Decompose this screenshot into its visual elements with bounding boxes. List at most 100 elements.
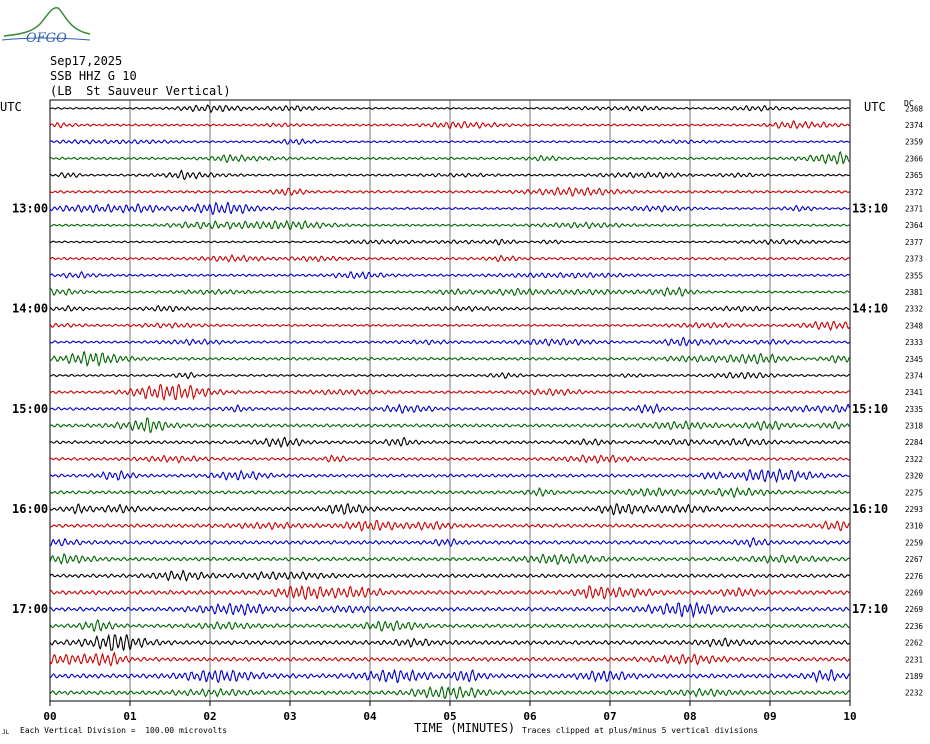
right-time-label: 13:10 xyxy=(852,202,888,216)
dc-value: 2269 xyxy=(905,588,923,597)
trace-row-23 xyxy=(49,486,850,498)
right-time-label: 14:10 xyxy=(852,302,888,316)
dc-value: 2276 xyxy=(905,572,924,581)
trace-row-24 xyxy=(49,503,850,516)
dc-value: 2341 xyxy=(905,388,923,397)
dc-value: 2335 xyxy=(905,405,923,414)
dc-value: 2322 xyxy=(905,455,923,464)
trace-row-33 xyxy=(49,651,850,667)
trace-row-4 xyxy=(49,169,850,181)
x-tick-label: 06 xyxy=(523,710,537,723)
dc-value: 2374 xyxy=(905,121,924,130)
left-time-label: 13:00 xyxy=(12,202,48,216)
dc-value: 2284 xyxy=(905,438,924,447)
dc-value: 2269 xyxy=(905,605,923,614)
x-tick-label: 10 xyxy=(843,710,856,723)
utc-right-label: UTC xyxy=(864,100,886,114)
trace-row-35 xyxy=(49,685,850,700)
trace-row-10 xyxy=(49,270,850,280)
dc-value: 2236 xyxy=(905,622,924,631)
dc-value: 2189 xyxy=(905,672,923,681)
x-tick-label: 01 xyxy=(123,710,137,723)
trace-row-8 xyxy=(49,238,850,246)
trace-row-16 xyxy=(49,371,850,380)
dc-value: 2365 xyxy=(905,171,923,180)
utc-left-label: UTC xyxy=(0,100,22,114)
trace-row-13 xyxy=(49,320,850,332)
x-tick-label: 09 xyxy=(763,710,776,723)
trace-row-12 xyxy=(49,304,850,313)
dc-header-label: DC xyxy=(904,99,914,108)
trace-row-7 xyxy=(49,219,850,231)
trace-row-3 xyxy=(49,150,850,165)
trace-row-21 xyxy=(49,454,850,464)
trace-row-2 xyxy=(49,138,850,146)
scale-note: Each Vertical Division = 100.00 microvol… xyxy=(20,726,228,735)
dc-value: 2310 xyxy=(905,522,924,531)
trace-row-32 xyxy=(49,633,850,652)
dc-value: 2348 xyxy=(905,321,924,330)
dc-value: 2275 xyxy=(905,488,923,497)
trace-row-17 xyxy=(49,383,850,402)
trace-row-19 xyxy=(49,417,850,434)
dc-value: 2381 xyxy=(905,288,923,297)
dc-value: 2267 xyxy=(905,555,923,564)
right-time-label: 17:10 xyxy=(852,602,888,616)
trace-row-30 xyxy=(49,601,850,619)
trace-row-1 xyxy=(49,119,850,130)
dc-value: 2359 xyxy=(905,138,923,147)
trace-row-28 xyxy=(49,569,850,582)
left-time-label: 14:00 xyxy=(12,302,48,316)
trace-row-26 xyxy=(49,536,850,549)
x-axis-title: TIME (MINUTES) xyxy=(414,721,516,735)
dc-value: 2262 xyxy=(905,639,923,648)
trace-row-18 xyxy=(49,403,850,414)
dc-value: 2232 xyxy=(905,689,923,698)
dc-value: 2231 xyxy=(905,655,923,664)
trace-row-20 xyxy=(49,436,850,449)
trace-row-25 xyxy=(49,519,850,532)
svg-text:OFGO: OFGO xyxy=(26,31,67,46)
left-time-label: 16:00 xyxy=(12,502,48,516)
trace-row-15 xyxy=(49,350,850,368)
trace-row-0 xyxy=(49,104,850,114)
dc-value: 2366 xyxy=(905,154,924,163)
x-tick-label: 00 xyxy=(43,710,56,723)
station-label: SSB HHZ G 10 xyxy=(50,69,137,83)
logo-graphic: OFGO xyxy=(1,7,91,46)
left-time-label: 17:00 xyxy=(12,602,48,616)
dc-value: 2368 xyxy=(905,104,924,113)
dc-value: 2293 xyxy=(905,505,923,514)
dc-value: 2373 xyxy=(905,255,923,264)
trace-row-29 xyxy=(49,584,850,601)
dc-value: 2372 xyxy=(905,188,923,197)
corner-mark: JL xyxy=(2,729,10,736)
dc-value: 2371 xyxy=(905,205,923,214)
date-label: Sep17,2025 xyxy=(50,54,123,68)
x-tick-label: 03 xyxy=(283,710,296,723)
dc-value: 2374 xyxy=(905,371,924,380)
dc-value: 2333 xyxy=(905,338,923,347)
dc-value: 2377 xyxy=(905,238,923,247)
trace-row-34 xyxy=(49,668,850,684)
dc-value: 2318 xyxy=(905,422,924,431)
dc-value: 2259 xyxy=(905,538,923,547)
trace-row-9 xyxy=(49,254,850,263)
dc-value: 2345 xyxy=(905,355,923,364)
dc-value: 2364 xyxy=(905,221,924,230)
trace-row-22 xyxy=(49,468,850,484)
x-tick-label: 05 xyxy=(443,710,456,723)
left-time-label: 15:00 xyxy=(12,402,48,416)
trace-row-11 xyxy=(49,286,850,298)
x-tick-label: 04 xyxy=(363,710,377,723)
location-label: (LB St Sauveur Vertical) xyxy=(50,84,231,98)
right-time-label: 15:10 xyxy=(852,402,888,416)
trace-row-6 xyxy=(49,201,850,215)
ofgo-logo: OFGO xyxy=(1,4,92,46)
clip-note: Traces clipped at plus/minus 5 vertical … xyxy=(522,726,759,735)
trace-row-31 xyxy=(49,619,850,633)
dc-value: 2355 xyxy=(905,271,923,280)
right-time-label: 16:10 xyxy=(852,502,888,516)
x-tick-label: 08 xyxy=(683,710,696,723)
